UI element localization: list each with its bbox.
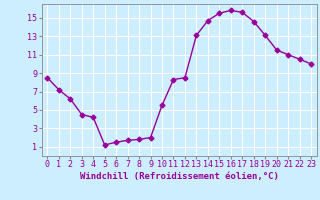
X-axis label: Windchill (Refroidissement éolien,°C): Windchill (Refroidissement éolien,°C) [80,172,279,181]
